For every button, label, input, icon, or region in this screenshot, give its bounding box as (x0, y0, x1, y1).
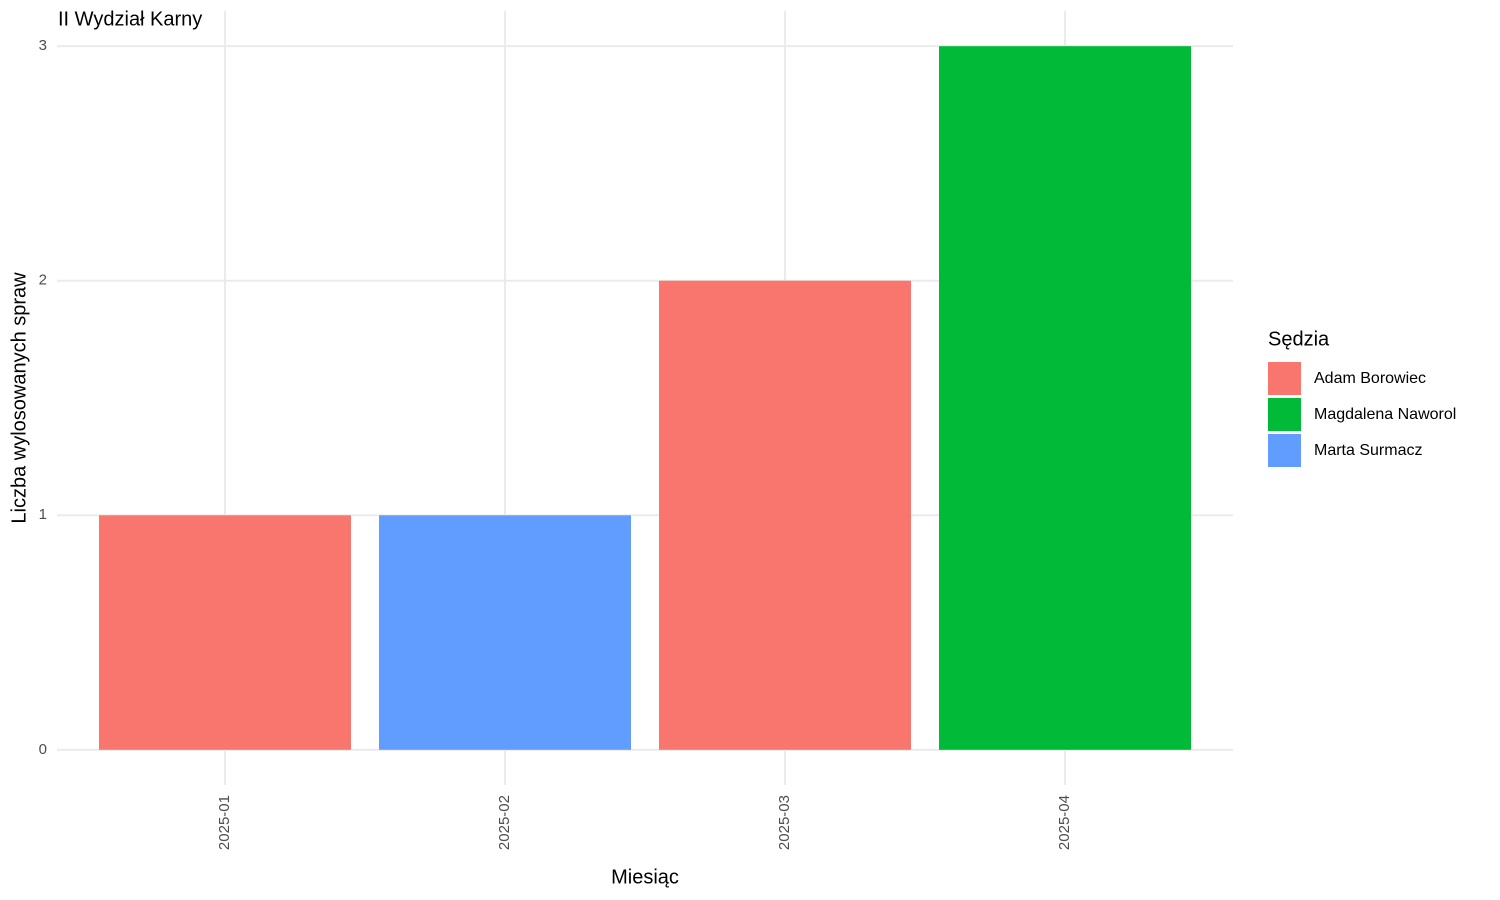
legend-label: Magdalena Naworol (1314, 406, 1456, 423)
legend-title: Sędzia (1268, 328, 1330, 350)
bar (939, 46, 1191, 750)
y-tick-label: 3 (39, 37, 47, 54)
x-axis-title: Miesiąc (611, 866, 679, 888)
y-axis-title: Liczba wylosowanych spraw (8, 272, 30, 524)
y-tick-label: 2 (39, 272, 47, 289)
y-tick-label: 0 (39, 741, 47, 758)
bar (99, 515, 351, 750)
x-tick-label: 2025-03 (776, 795, 793, 850)
legend-swatch (1268, 362, 1301, 395)
x-tick-label: 2025-02 (496, 795, 513, 850)
bar (659, 280, 911, 750)
legend-swatch (1268, 434, 1301, 467)
legend-label: Adam Borowiec (1314, 370, 1426, 387)
y-tick-label: 1 (39, 506, 47, 523)
legend-label: Marta Surmacz (1314, 442, 1422, 459)
chart-title: II Wydział Karny (58, 8, 202, 30)
bar (379, 515, 631, 750)
legend-swatch (1268, 398, 1301, 431)
x-tick-label: 2025-01 (216, 795, 233, 850)
x-tick-label: 2025-04 (1056, 795, 1073, 850)
